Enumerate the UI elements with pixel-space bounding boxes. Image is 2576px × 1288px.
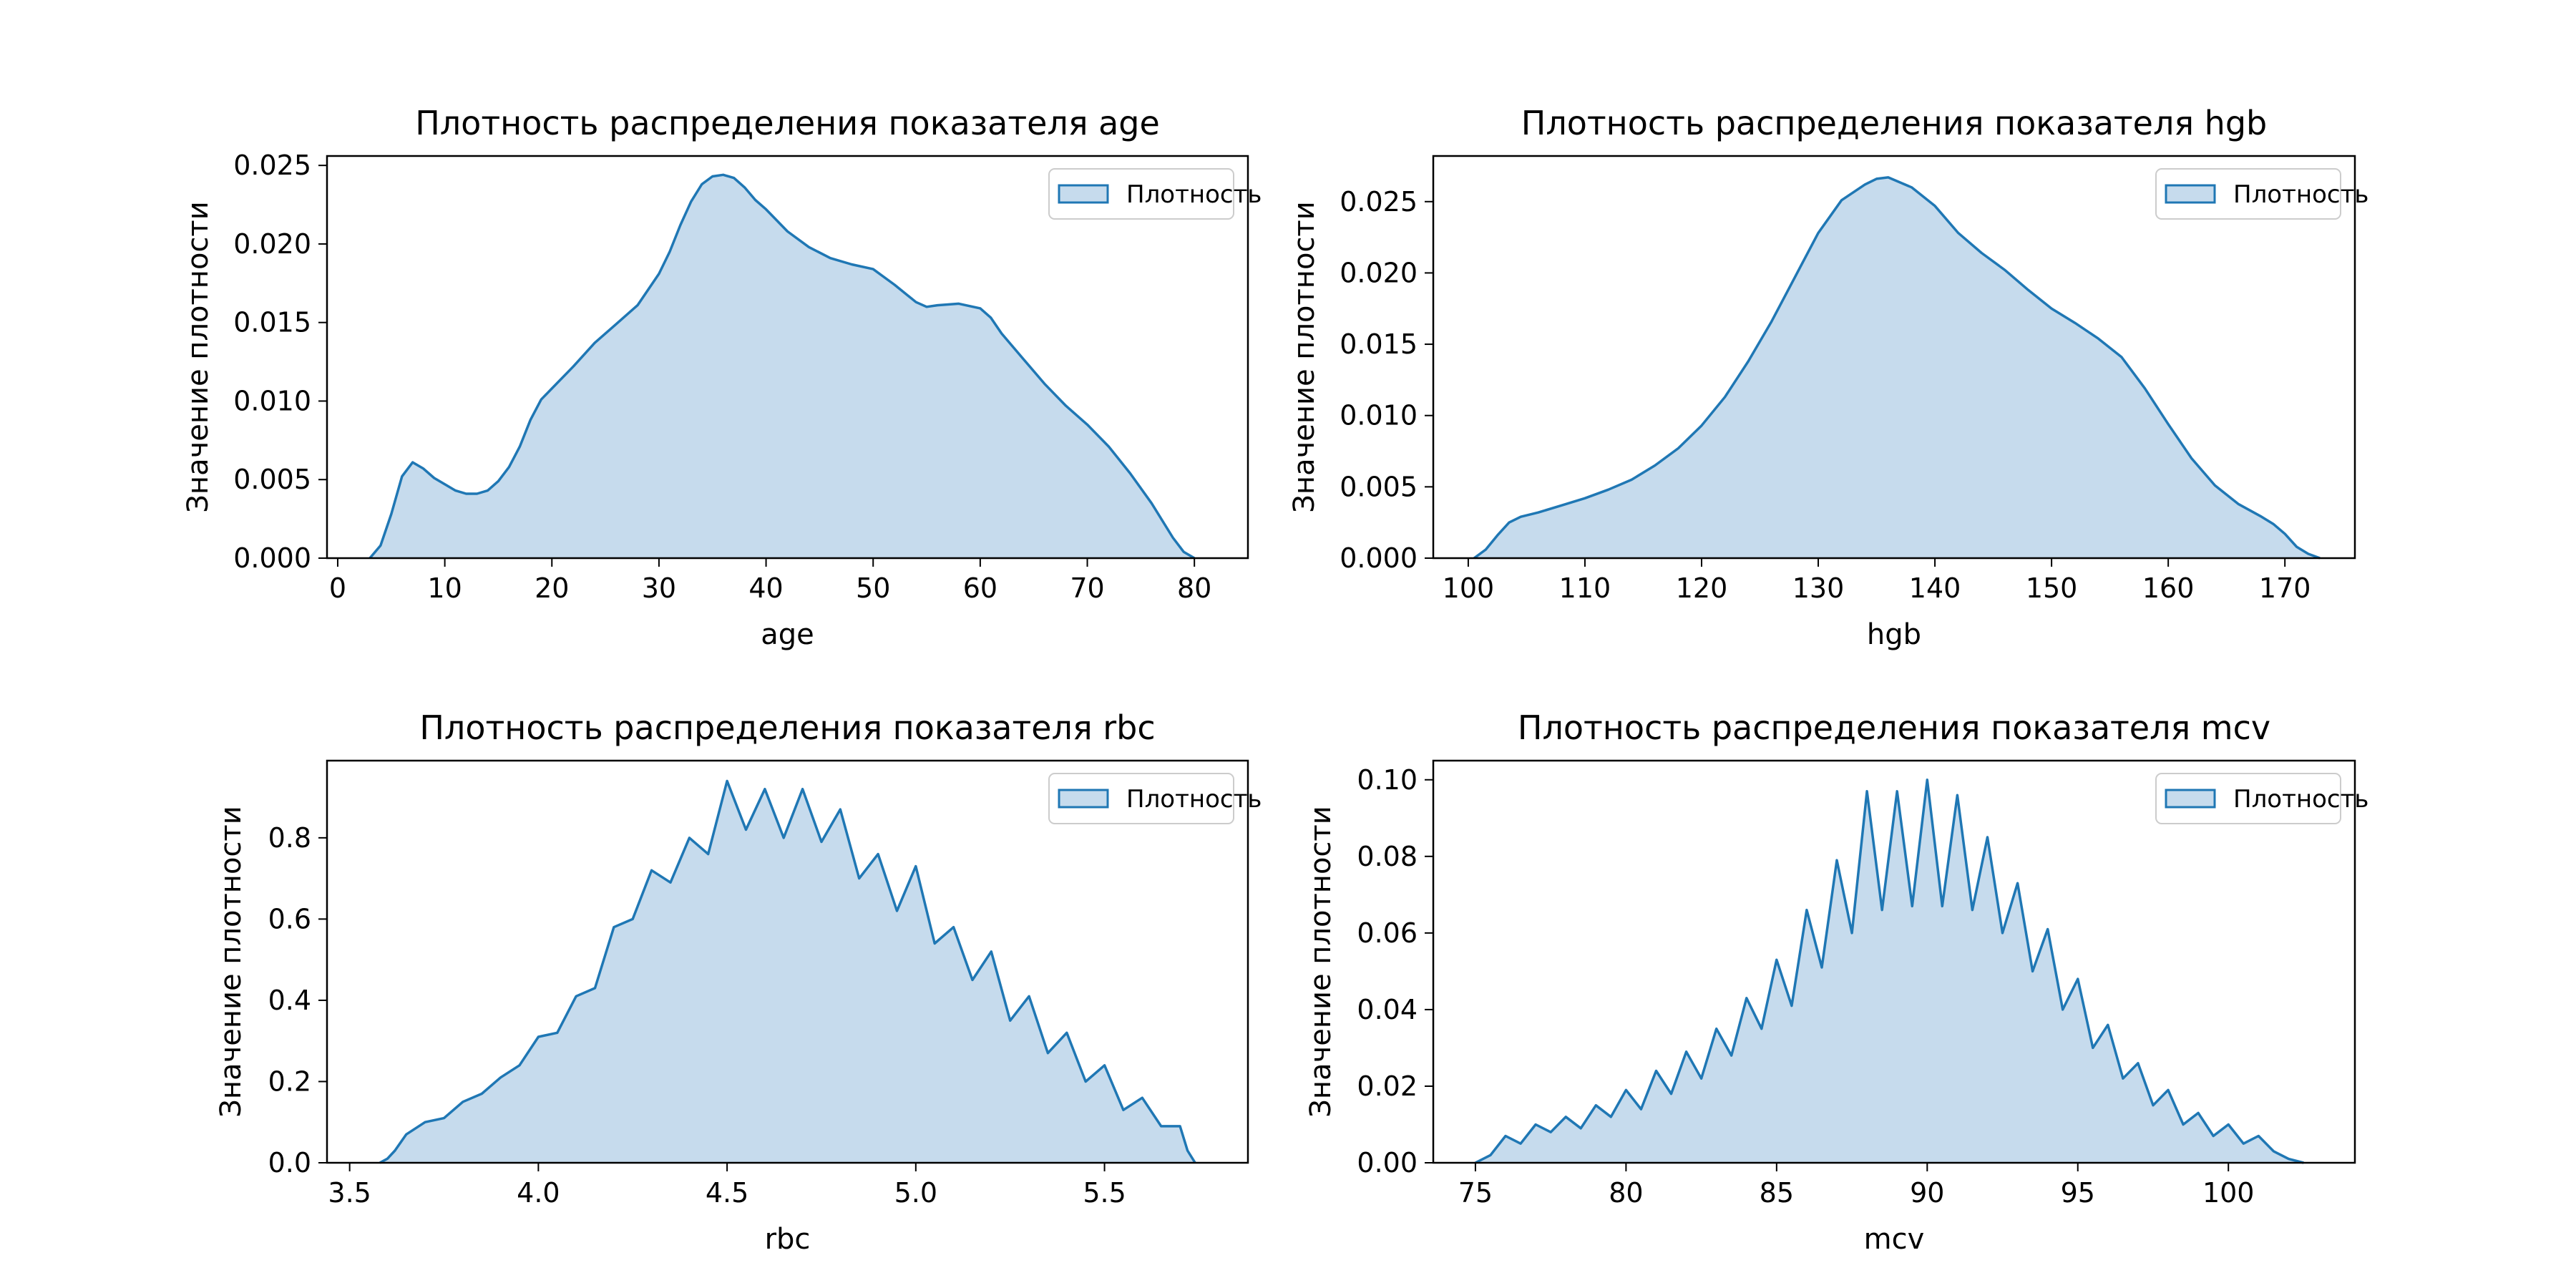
legend-label: Плотность — [1126, 180, 1262, 209]
y-tick-label: 0.00 — [1357, 1147, 1418, 1179]
y-axis-label: Значение плотности — [1288, 201, 1321, 512]
y-tick-label: 0.2 — [268, 1065, 311, 1097]
x-tick-label: 30 — [642, 572, 676, 604]
x-axis-label: mcv — [1864, 1223, 1925, 1256]
x-tick-label: 5.5 — [1083, 1177, 1126, 1209]
y-tick-label: 0.06 — [1357, 917, 1418, 949]
x-tick-label: 85 — [1760, 1177, 1794, 1209]
y-tick-label: 0.025 — [233, 150, 311, 181]
y-tick-label: 0.10 — [1357, 764, 1418, 796]
density-chart-age: 0 10 20 30 40 50 60 70 80 0.000 0.005 0.010 0.015 0.0… — [182, 104, 1262, 651]
density-line — [369, 173, 1196, 560]
legend-label: Плотность — [1126, 785, 1262, 814]
legend-swatch — [2165, 789, 2216, 809]
y-tick-label: 0.010 — [233, 385, 311, 416]
x-tick-label: 100 — [2202, 1177, 2255, 1209]
x-tick-label: 110 — [1559, 572, 1611, 604]
density-chart-hgb: 100 110 120 130 140 150 160 170 0.000 0.005 0.010 0… — [1288, 104, 2368, 651]
x-tick-label: 130 — [1792, 572, 1845, 604]
x-tick-label: 150 — [2026, 572, 2078, 604]
x-tick-label: 0 — [329, 572, 346, 604]
x-axis-label: hgb — [1867, 618, 1921, 651]
x-tick-label: 170 — [2259, 572, 2311, 604]
y-tick-label: 0.005 — [1340, 471, 1418, 502]
legend-swatch — [1058, 789, 1109, 809]
y-tick-label: 0.04 — [1357, 994, 1418, 1025]
y-tick-label: 0.010 — [1340, 400, 1418, 431]
y-tick-label: 0.020 — [233, 228, 311, 260]
density-line — [1475, 779, 2304, 1164]
x-tick-label: 75 — [1458, 1177, 1493, 1209]
y-tick-label: 0.8 — [268, 822, 311, 854]
density-area — [1474, 177, 2321, 558]
y-tick-label: 0.0 — [268, 1147, 311, 1179]
y-tick-label: 0.020 — [1340, 257, 1418, 288]
x-tick-label: 95 — [2061, 1177, 2095, 1209]
legend-box — [1048, 168, 1234, 220]
x-tick-label: 60 — [963, 572, 997, 604]
y-tick-label: 0.000 — [233, 542, 311, 574]
chart-title: Плотность распределения показателя age — [415, 104, 1160, 142]
axes-frame — [1432, 759, 2356, 1164]
y-tick-label: 0.000 — [1340, 542, 1418, 574]
legend-box — [1048, 773, 1234, 824]
legend: Плотность — [2155, 168, 2368, 220]
axes-frame — [1432, 155, 2356, 560]
density-line — [1473, 176, 2321, 560]
legend-swatch — [1058, 184, 1109, 204]
y-axis-label: Значение плотности — [215, 806, 248, 1117]
x-tick-label: 50 — [856, 572, 890, 604]
x-tick-label: 10 — [427, 572, 462, 604]
x-tick-label: 100 — [1443, 572, 1495, 604]
x-tick-label: 5.0 — [894, 1177, 937, 1209]
x-tick-label: 20 — [535, 572, 569, 604]
density-area — [1475, 779, 2304, 1163]
x-tick-label: 120 — [1676, 572, 1728, 604]
y-axis-label: Значение плотности — [182, 201, 215, 512]
y-tick-label: 0.02 — [1357, 1070, 1418, 1102]
x-axis-label: rbc — [765, 1223, 811, 1256]
legend-box — [2155, 168, 2341, 220]
legend-swatch — [2165, 184, 2216, 204]
density-chart-rbc: 3.5 4.0 4.5 5.0 5.5 0.0 0.2 0.4 0.6 0.8 Плотность … — [215, 708, 1262, 1256]
legend: Плотность — [2155, 773, 2368, 824]
density-area — [379, 781, 1196, 1163]
x-tick-label: 4.5 — [706, 1177, 748, 1209]
y-tick-label: 0.025 — [1340, 186, 1418, 218]
x-tick-label: 70 — [1070, 572, 1104, 604]
chart-title: Плотность распределения показателя rbc — [419, 708, 1155, 747]
axes-frame — [326, 759, 1249, 1164]
y-tick-label: 0.015 — [233, 307, 311, 338]
density-chart-mcv: 75 80 85 90 95 100 0.00 0.02 0.04 0.06 0.08 0.10 Пло… — [1304, 708, 2368, 1256]
x-tick-label: 140 — [1909, 572, 1961, 604]
legend-label: Плотность — [2233, 785, 2368, 814]
y-tick-label: 0.08 — [1357, 841, 1418, 872]
x-tick-label: 4.0 — [517, 1177, 560, 1209]
y-tick-label: 0.005 — [233, 464, 311, 495]
x-axis-label: age — [761, 618, 814, 651]
legend: Плотность — [1048, 168, 1262, 220]
axes-frame — [326, 155, 1249, 560]
x-tick-label: 3.5 — [328, 1177, 371, 1209]
chart-title: Плотность распределения показателя mcv — [1518, 708, 2270, 747]
y-axis-label: Значение плотности — [1304, 806, 1337, 1117]
legend-box — [2155, 773, 2341, 824]
x-tick-label: 80 — [1177, 572, 1211, 604]
y-tick-label: 0.4 — [268, 985, 311, 1016]
density-line — [379, 779, 1196, 1164]
density-area — [369, 175, 1195, 559]
x-tick-label: 90 — [1910, 1177, 1944, 1209]
legend-label: Плотность — [2233, 180, 2368, 209]
y-tick-label: 0.6 — [268, 903, 311, 935]
chart-title: Плотность распределения показателя hgb — [1521, 104, 2267, 142]
legend: Плотность — [1048, 773, 1262, 824]
x-tick-label: 40 — [748, 572, 783, 604]
x-tick-label: 80 — [1609, 1177, 1643, 1209]
y-tick-label: 0.015 — [1340, 328, 1418, 360]
x-tick-label: 160 — [2142, 572, 2195, 604]
